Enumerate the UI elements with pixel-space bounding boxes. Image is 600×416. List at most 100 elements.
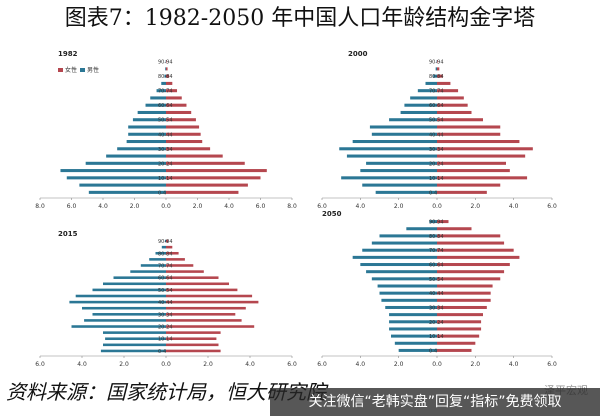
page-title: 图表7：1982-2050 年中国人口年龄结构金字塔	[64, 6, 536, 31]
bar-male-2050-35-39	[381, 298, 437, 302]
bar-male-2000-65-69	[410, 96, 437, 100]
x-tick-label-2050-1: 4.0	[356, 361, 366, 368]
bar-female-1982-75-79	[166, 81, 173, 85]
bar-female-2000-70-74	[437, 89, 459, 93]
bar-female-1982-35-39	[166, 140, 203, 144]
bar-male-1982-20-24	[85, 161, 166, 165]
bar-male-1982-65-69	[150, 96, 166, 100]
bar-male-1982-45-49	[128, 125, 166, 129]
bar-male-1982-5-9	[79, 183, 166, 187]
bar-female-2050-90-94	[437, 220, 449, 224]
legend-swatch-female	[58, 68, 63, 72]
age-label-2050-80-84: 80-84	[429, 234, 444, 240]
age-label-2015-30-34: 30-34	[158, 312, 173, 318]
bar-male-2015-15-19	[103, 331, 166, 334]
bar-male-2015-85-89	[161, 245, 166, 249]
bar-female-2015-90-94	[166, 239, 169, 243]
bar-female-2050-40-44	[437, 291, 491, 295]
bar-male-2000-10-14	[341, 176, 437, 180]
age-label-1982-30-34: 30-34	[158, 147, 173, 153]
bar-female-2000-50-54	[437, 118, 483, 122]
bar-female-1982-25-29	[166, 154, 223, 158]
bar-female-2000-5-9	[437, 183, 501, 187]
bar-male-2050-25-29	[389, 313, 437, 317]
age-label-2000-10-14: 10-14	[429, 176, 444, 182]
bar-male-2015-65-69	[130, 270, 166, 273]
x-tick-label-2000-2: 2.0	[394, 203, 404, 210]
bar-female-2000-80-84	[437, 74, 443, 78]
bar-female-2000-40-44	[437, 132, 501, 136]
bar-female-2050-15-19	[437, 327, 482, 331]
bar-male-2050-10-14	[391, 334, 437, 338]
bar-female-2000-10-14	[437, 176, 528, 180]
bar-male-2015-75-79	[149, 258, 166, 261]
age-label-2000-80-84: 80-84	[429, 74, 444, 80]
bar-female-2050-35-39	[437, 298, 491, 302]
x-tick-label-2000-3: 0.0	[432, 203, 442, 210]
bar-female-2015-20-24	[166, 325, 255, 328]
bar-female-2015-15-19	[166, 331, 221, 334]
panel-title-2000: 2000	[348, 50, 368, 58]
bar-male-2000-70-74	[417, 89, 437, 93]
bar-female-1982-55-59	[166, 110, 192, 114]
x-tick-label-1982-6: 4.0	[224, 203, 234, 210]
age-label-2000-30-34: 30-34	[429, 147, 444, 153]
bar-male-2000-0-4	[375, 190, 437, 194]
bar-female-2000-30-34	[437, 147, 533, 151]
bar-male-2015-90-94	[164, 239, 166, 243]
bar-male-1982-50-54	[132, 118, 166, 122]
bar-female-1982-15-19	[166, 169, 267, 173]
bar-male-2000-5-9	[362, 183, 437, 187]
age-label-2050-90-94: 90-94	[429, 220, 444, 226]
x-tick-label-2050-4: 2.0	[471, 361, 481, 368]
bar-male-2050-50-54	[371, 277, 437, 281]
x-tick-label-2000-4: 2.0	[471, 203, 481, 210]
bar-male-1982-80-84	[164, 74, 166, 78]
bar-male-2015-0-4	[100, 349, 166, 353]
bar-female-1982-50-54	[166, 118, 196, 122]
bar-female-2050-25-29	[437, 313, 483, 317]
bar-male-2050-0-4	[398, 348, 437, 352]
bar-male-2015-60-64	[113, 276, 166, 279]
age-label-1982-50-54: 50-54	[158, 118, 173, 124]
bar-male-2000-55-59	[400, 110, 437, 114]
pyramid-charts: 1982 0-4 10-14 20-24 30-34 40-44 50-54 60-64 70-…	[35, 50, 557, 368]
bar-male-2015-45-49	[75, 294, 166, 298]
bar-female-2015-70-74	[166, 264, 194, 267]
bar-female-2000-60-64	[437, 103, 468, 107]
bar-female-2000-25-29	[437, 154, 526, 158]
bar-male-1982-0-4	[88, 190, 166, 194]
age-label-2050-30-34: 30-34	[429, 305, 444, 311]
x-tick-label-1982-4: 0.0	[161, 203, 171, 210]
bar-female-1982-65-69	[166, 96, 182, 100]
age-label-2015-80-84: 80-84	[158, 251, 173, 257]
bar-female-2000-85-89	[437, 67, 440, 71]
bar-male-1982-85-89	[165, 67, 166, 71]
bar-male-2050-70-74	[362, 248, 437, 252]
bar-female-1982-60-64	[166, 103, 187, 107]
x-tick-label-1982-1: 6.0	[67, 203, 77, 210]
bar-female-2015-85-89	[166, 245, 173, 249]
bar-female-2050-85-89	[437, 227, 472, 231]
bar-female-1982-80-84	[166, 74, 170, 78]
panel-title-1982: 1982	[58, 50, 78, 58]
bar-female-1982-40-44	[166, 132, 201, 136]
bar-male-2015-10-14	[105, 337, 166, 341]
bar-male-2015-25-29	[84, 319, 166, 322]
bar-female-2050-45-49	[437, 284, 493, 288]
bar-female-2050-60-64	[437, 263, 510, 267]
bar-female-2015-10-14	[166, 337, 217, 341]
bar-female-2015-0-4	[166, 349, 221, 353]
bar-male-1982-15-19	[60, 169, 166, 173]
age-label-2000-50-54: 50-54	[429, 118, 444, 124]
x-tick-label-2000-6: 6.0	[547, 203, 557, 210]
bar-male-2000-85-89	[435, 67, 437, 71]
age-label-2015-50-54: 50-54	[158, 288, 173, 294]
panel-title-2050: 2050	[322, 210, 342, 218]
bar-male-2000-20-24	[366, 161, 437, 165]
age-label-1982-60-64: 60-64	[158, 103, 173, 109]
age-label-2000-60-64: 60-64	[429, 103, 444, 109]
x-tick-label-2015-1: 4.0	[77, 361, 87, 368]
bar-male-2050-90-94	[429, 220, 437, 224]
bar-male-2000-60-64	[404, 103, 437, 107]
